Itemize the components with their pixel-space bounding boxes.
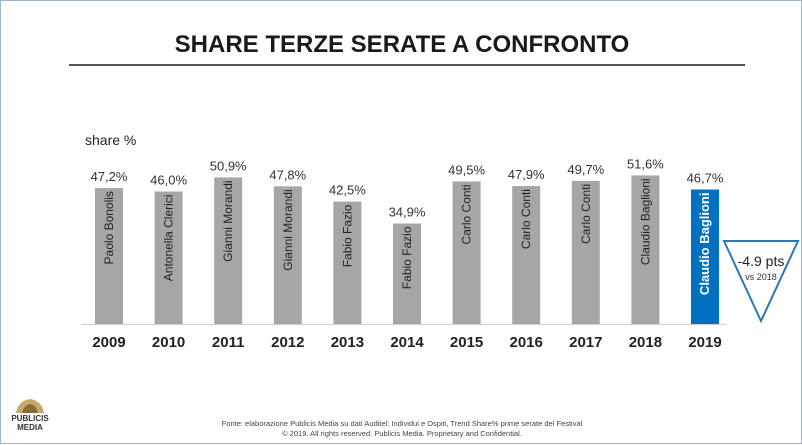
- host-label-2011: Gianni Morandi: [221, 180, 235, 261]
- value-label-2018: 51,6%: [627, 156, 664, 171]
- y-axis-label: share %: [85, 132, 136, 148]
- host-label-2010: Antonella Clerici: [162, 195, 176, 282]
- value-label-2016: 47,9%: [508, 167, 545, 182]
- value-label-2010: 46,0%: [150, 173, 187, 188]
- host-label-2009: Paolo Bonolis: [102, 191, 116, 264]
- bar-2015: [452, 181, 481, 324]
- value-label-2017: 49,7%: [567, 162, 604, 177]
- bar-2012: [273, 186, 302, 324]
- value-label-2015: 49,5%: [448, 162, 485, 177]
- bar-2010: [154, 191, 183, 324]
- value-label-2019: 46,7%: [687, 171, 724, 186]
- x-tick-2016: 2016: [510, 334, 543, 351]
- host-label-2014: Fabio Fazio: [400, 226, 414, 289]
- host-label-2019: Claudio Baglioni: [697, 193, 712, 296]
- value-label-2013: 42,5%: [329, 183, 366, 198]
- page-title: SHARE TERZE SERATE A CONFRONTO: [174, 31, 630, 58]
- value-label-2011: 50,9%: [210, 158, 247, 173]
- bar-2016: [512, 186, 541, 324]
- host-label-2013: Fabio Fazio: [340, 204, 354, 267]
- x-tick-2014: 2014: [390, 334, 424, 351]
- bar-2014: [393, 223, 421, 324]
- delta-reference: vs 2018: [745, 272, 777, 282]
- host-label-2015: Carlo Conti: [460, 184, 474, 244]
- title-divider: [69, 64, 745, 66]
- host-label-2016: Carlo Conti: [519, 189, 533, 249]
- value-label-2014: 34,9%: [389, 204, 426, 219]
- x-tick-2009: 2009: [92, 334, 125, 351]
- value-label-2012: 47,8%: [269, 167, 306, 182]
- bar-2009: [95, 188, 123, 324]
- logo-line1: PUBLICIS: [11, 414, 49, 423]
- logo-line2: MEDIA: [17, 423, 43, 432]
- x-tick-2012: 2012: [271, 334, 304, 351]
- bar-2013: [333, 201, 362, 324]
- bar-2018: [631, 175, 660, 324]
- bar-2019: [691, 189, 719, 324]
- footer-source-line: Fonte: elaborazione Publicis Media su da…: [221, 419, 583, 428]
- lion-emblem-icon: [16, 399, 44, 413]
- x-tick-2018: 2018: [629, 334, 662, 351]
- bar-2011: [214, 177, 243, 324]
- publicis-media-logo: PUBLICIS MEDIA: [7, 396, 53, 432]
- x-tick-2015: 2015: [450, 334, 483, 351]
- delta-callout-triangle: [722, 240, 800, 324]
- bar-2017: [571, 180, 600, 324]
- host-label-2018: Claudio Baglioni: [638, 178, 652, 265]
- value-label-2009: 47,2%: [91, 169, 128, 184]
- x-tick-2010: 2010: [152, 334, 185, 351]
- x-tick-2011: 2011: [212, 334, 245, 351]
- host-label-2017: Carlo Conti: [579, 184, 593, 244]
- footer-source: Fonte: elaborazione Publicis Media su da…: [1, 419, 802, 439]
- x-tick-2013: 2013: [331, 334, 364, 351]
- host-label-2012: Gianni Morandi: [281, 189, 295, 270]
- x-tick-2019: 2019: [688, 334, 721, 351]
- footer-copyright-line: © 2019. All rights reserved. Publicis Me…: [282, 429, 522, 438]
- x-tick-2017: 2017: [569, 334, 602, 351]
- delta-value: -4.9 pts: [738, 253, 785, 269]
